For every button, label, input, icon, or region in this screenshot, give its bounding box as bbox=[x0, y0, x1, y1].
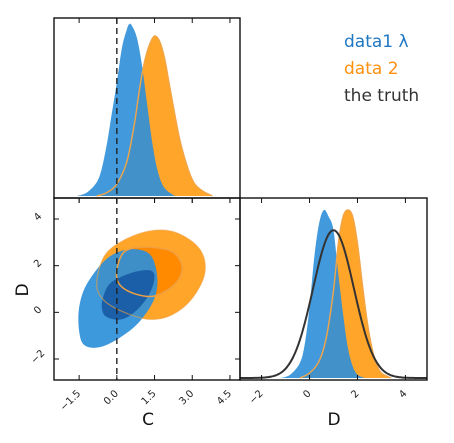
d-marginal-panel bbox=[240, 209, 427, 380]
d-left-tick-label: 0 bbox=[32, 304, 44, 316]
d-marginal-frame bbox=[239, 197, 428, 381]
c-marginal-fill-data1 bbox=[76, 23, 175, 196]
d-left-tick-label: 2 bbox=[32, 258, 44, 270]
d-left-tick-label: 4 bbox=[32, 211, 44, 223]
d-bottom-tick-label: 2 bbox=[349, 388, 361, 400]
c-tick-label: 4.5 bbox=[215, 388, 234, 407]
legend-entry-truth: the truth bbox=[344, 86, 420, 106]
d-bottom-tick-label: 4 bbox=[397, 388, 409, 400]
c-tick-label: 1.5 bbox=[140, 388, 159, 407]
d-marginal-fill-data1 bbox=[280, 209, 365, 378]
d-marginal-fill-data2 bbox=[299, 210, 391, 378]
y-axis-label-d: D bbox=[13, 283, 33, 296]
d-bottom-tick-label: 0 bbox=[301, 388, 313, 400]
c-marginal-panel bbox=[76, 23, 213, 197]
c-d-joint-panel bbox=[78, 229, 206, 348]
contour-line-outer-data2 bbox=[96, 229, 206, 320]
d-marginal-truth-curve bbox=[240, 229, 427, 380]
x-axis-label-c: C bbox=[142, 410, 154, 430]
d-bottom-tick-label: −2 bbox=[247, 388, 265, 406]
c-marginal-line-data2 bbox=[96, 35, 213, 197]
legend-entry-data1: data1 λ bbox=[344, 32, 409, 52]
c-tick-label: 0.0 bbox=[102, 388, 121, 407]
c-tick-label: 3.0 bbox=[177, 388, 196, 407]
x-axis-label-d: D bbox=[327, 410, 340, 430]
c-tick-label: −1.5 bbox=[58, 388, 83, 413]
legend-entry-data2: data 2 bbox=[344, 59, 399, 79]
contour-line-inner-data2 bbox=[115, 246, 183, 298]
d-left-tick-label: −2 bbox=[29, 348, 47, 366]
